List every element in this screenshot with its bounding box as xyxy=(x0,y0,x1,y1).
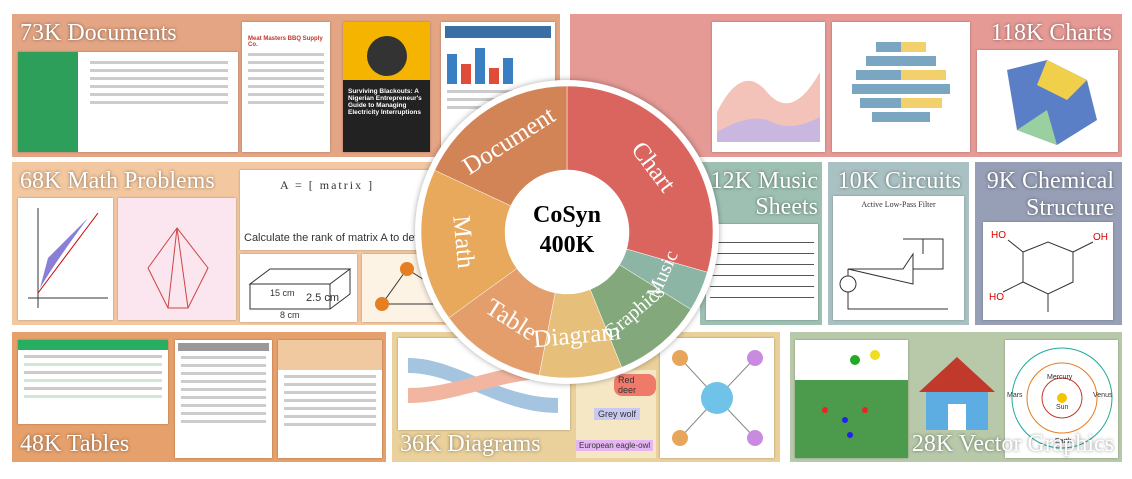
chemical-panel: 9K Chemical Structure HO OH HO xyxy=(975,162,1122,325)
donut-hole xyxy=(505,170,629,294)
thumbnail xyxy=(278,340,382,458)
thumb-text: European eagle-owl xyxy=(576,440,654,451)
charts-panel: 118K Charts xyxy=(570,14,1122,157)
svg-text:OH: OH xyxy=(1093,232,1108,243)
music-panel: 12K Music Sheets xyxy=(700,162,822,325)
thumbnail: Active Low-Pass Filter xyxy=(833,196,964,320)
thumb-text: Earth xyxy=(1055,438,1072,445)
thumb-text: Sun xyxy=(1056,404,1069,411)
thumb-text: Red deer xyxy=(614,374,656,396)
thumbnail xyxy=(18,52,238,152)
thumbnail xyxy=(795,340,908,458)
panel-label: 73K Documents xyxy=(20,20,177,46)
panel-label: 48K Tables xyxy=(20,431,130,457)
vector-panel: 28K Vector Graphics Mercury Sun Venus Ea… xyxy=(790,332,1122,462)
math-panel: 68K Math Problems A = [ matrix ] Calcula… xyxy=(12,162,472,325)
thumbnail: Mercury Sun Venus Earth Mars xyxy=(1005,340,1118,458)
thumb-text: Active Low-Pass Filter xyxy=(861,200,936,209)
donut-count: 400K xyxy=(540,232,595,258)
donut-title: CoSyn xyxy=(533,202,601,228)
thumbnail xyxy=(18,198,113,320)
svg-text:HO: HO xyxy=(991,230,1006,241)
circuits-panel: 10K Circuits Active Low-Pass Filter xyxy=(828,162,969,325)
thumb-text: Grey wolf xyxy=(594,408,641,420)
thumbnail xyxy=(832,22,970,152)
thumbnail: HO OH HO xyxy=(983,222,1113,320)
thumbnail: Meat Masters BBQ Supply Co. xyxy=(242,22,330,152)
thumb-text: Surviving Blackouts: A Nigerian Entrepre… xyxy=(348,88,422,116)
panel-label: 28K Vector Graphics xyxy=(911,431,1114,457)
thumb-text: 2.5 cm xyxy=(306,292,340,304)
thumbnail xyxy=(18,340,168,424)
thumb-text: Venus xyxy=(1093,392,1113,399)
thumbnail: Surviving Blackouts: A Nigerian Entrepre… xyxy=(343,22,430,152)
svg-text:HO: HO xyxy=(989,292,1004,303)
thumbnail xyxy=(914,352,1000,432)
panel-label: 12K Music Sheets xyxy=(710,168,818,220)
panel-label: 36K Diagrams xyxy=(400,431,541,457)
documents-panel: 73K Documents Meat Masters BBQ Supply Co… xyxy=(12,14,560,157)
thumb-text: 8 cm xyxy=(280,310,300,320)
thumbnail xyxy=(175,340,272,458)
thumbnail xyxy=(660,338,774,458)
thumbnail xyxy=(977,50,1118,152)
thumbnail xyxy=(712,22,825,152)
thumb-text: Meat Masters BBQ Supply Co. xyxy=(248,36,323,48)
thumb-text: 15 cm xyxy=(270,288,295,298)
segment-label: Math xyxy=(447,214,479,270)
panel-label: 68K Math Problems xyxy=(20,168,215,194)
thumbnail: 15 cm 2.5 cm 8 cm xyxy=(240,254,357,322)
panel-label: 10K Circuits xyxy=(837,168,961,194)
thumb-text: Mercury xyxy=(1047,374,1073,381)
panel-label: 118K Charts xyxy=(990,20,1112,46)
thumbnail xyxy=(706,224,818,320)
thumbnail: Red deer Grey wolf European eagle-owl xyxy=(576,370,656,458)
panel-label: 9K Chemical Structure xyxy=(986,168,1114,221)
tables-panel: 48K Tables xyxy=(12,332,386,462)
thumb-text: Mars xyxy=(1007,392,1023,399)
thumb-text: Calculate the rank of matrix A to determ… xyxy=(244,232,472,244)
thumbnail xyxy=(118,198,236,320)
